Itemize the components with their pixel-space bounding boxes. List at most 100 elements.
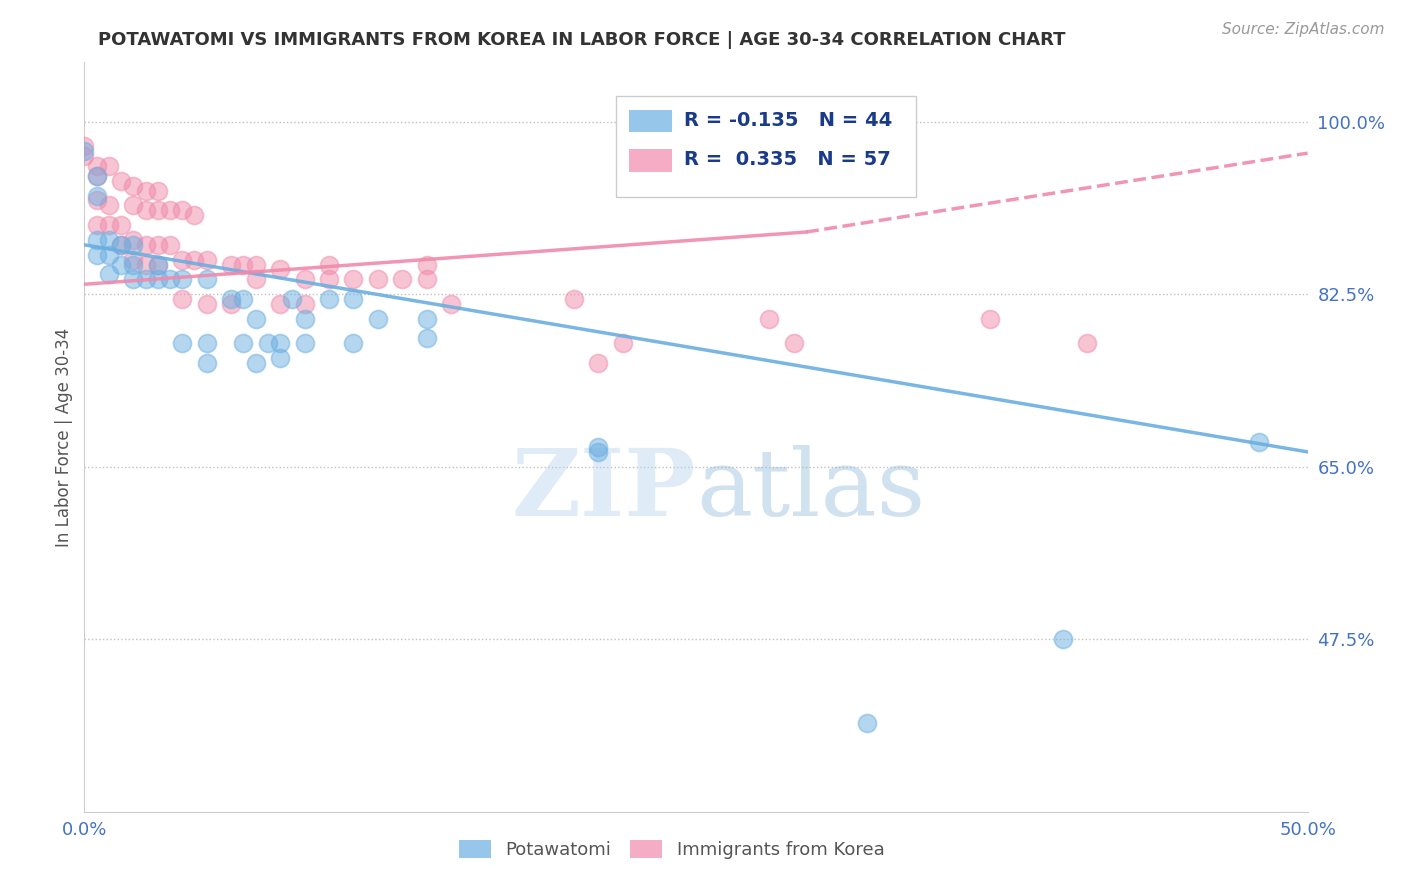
Point bbox=[122, 258, 145, 272]
Point bbox=[232, 292, 254, 306]
Point bbox=[146, 203, 169, 218]
Text: R = -0.135   N = 44: R = -0.135 N = 44 bbox=[683, 111, 891, 129]
Point bbox=[97, 218, 120, 232]
Point bbox=[122, 237, 145, 252]
FancyBboxPatch shape bbox=[628, 149, 672, 172]
Point bbox=[172, 252, 194, 267]
Point bbox=[86, 169, 108, 183]
Point bbox=[86, 233, 108, 247]
Point bbox=[135, 272, 157, 286]
Point bbox=[783, 336, 806, 351]
Point bbox=[110, 174, 132, 188]
Point bbox=[86, 194, 108, 208]
Point bbox=[86, 188, 108, 202]
FancyBboxPatch shape bbox=[628, 110, 672, 132]
Point bbox=[1076, 336, 1098, 351]
Point bbox=[856, 716, 879, 731]
Text: POTAWATOMI VS IMMIGRANTS FROM KOREA IN LABOR FORCE | AGE 30-34 CORRELATION CHART: POTAWATOMI VS IMMIGRANTS FROM KOREA IN L… bbox=[98, 31, 1066, 49]
Point bbox=[391, 272, 413, 286]
Point bbox=[318, 272, 340, 286]
Point bbox=[195, 356, 218, 370]
Point bbox=[172, 203, 194, 218]
Text: ZIP: ZIP bbox=[512, 444, 696, 534]
Point bbox=[416, 331, 439, 345]
Point bbox=[146, 272, 169, 286]
Point bbox=[97, 268, 120, 282]
Point bbox=[257, 336, 280, 351]
Point bbox=[281, 292, 304, 306]
Point bbox=[245, 311, 267, 326]
Point bbox=[110, 237, 132, 252]
Point bbox=[979, 311, 1001, 326]
Point bbox=[416, 272, 439, 286]
Point bbox=[586, 356, 609, 370]
Point bbox=[122, 178, 145, 193]
Point bbox=[1052, 632, 1074, 647]
Point bbox=[219, 297, 242, 311]
Point bbox=[73, 139, 96, 153]
Point bbox=[110, 218, 132, 232]
Point bbox=[294, 311, 316, 326]
Point bbox=[232, 336, 254, 351]
Point bbox=[122, 198, 145, 212]
Point bbox=[219, 292, 242, 306]
Text: R =  0.335   N = 57: R = 0.335 N = 57 bbox=[683, 151, 890, 169]
Y-axis label: In Labor Force | Age 30-34: In Labor Force | Age 30-34 bbox=[55, 327, 73, 547]
Point bbox=[342, 336, 364, 351]
FancyBboxPatch shape bbox=[616, 96, 917, 197]
Point bbox=[269, 297, 291, 311]
Point bbox=[86, 169, 108, 183]
Point bbox=[294, 272, 316, 286]
Point bbox=[172, 336, 194, 351]
Point bbox=[86, 218, 108, 232]
Point bbox=[122, 272, 145, 286]
Point bbox=[73, 149, 96, 163]
Point bbox=[135, 258, 157, 272]
Point bbox=[146, 258, 169, 272]
Point bbox=[232, 258, 254, 272]
Point bbox=[245, 258, 267, 272]
Point bbox=[416, 311, 439, 326]
Legend: Potawatomi, Immigrants from Korea: Potawatomi, Immigrants from Korea bbox=[451, 832, 891, 866]
Point bbox=[183, 208, 205, 222]
Point bbox=[159, 203, 181, 218]
Point bbox=[342, 272, 364, 286]
Point bbox=[269, 336, 291, 351]
Point bbox=[172, 272, 194, 286]
Point bbox=[195, 297, 218, 311]
Point bbox=[135, 203, 157, 218]
Point bbox=[245, 356, 267, 370]
Point bbox=[586, 440, 609, 454]
Point bbox=[97, 248, 120, 262]
Point bbox=[195, 336, 218, 351]
Point bbox=[416, 258, 439, 272]
Point bbox=[183, 252, 205, 267]
Point bbox=[1247, 435, 1270, 450]
Point bbox=[294, 336, 316, 351]
Point bbox=[86, 248, 108, 262]
Point bbox=[758, 311, 780, 326]
Text: Source: ZipAtlas.com: Source: ZipAtlas.com bbox=[1222, 22, 1385, 37]
Point bbox=[269, 262, 291, 277]
Point bbox=[367, 272, 389, 286]
Point bbox=[586, 445, 609, 459]
Point bbox=[172, 292, 194, 306]
Point bbox=[245, 272, 267, 286]
Point bbox=[97, 198, 120, 212]
Point bbox=[562, 292, 585, 306]
Point bbox=[159, 237, 181, 252]
Point bbox=[146, 184, 169, 198]
Point bbox=[318, 292, 340, 306]
Text: atlas: atlas bbox=[696, 444, 925, 534]
Point bbox=[367, 311, 389, 326]
Point bbox=[440, 297, 463, 311]
Point bbox=[135, 237, 157, 252]
Point bbox=[146, 258, 169, 272]
Point bbox=[219, 258, 242, 272]
Point bbox=[135, 184, 157, 198]
Point bbox=[195, 272, 218, 286]
Point bbox=[159, 272, 181, 286]
Point bbox=[342, 292, 364, 306]
Point bbox=[294, 297, 316, 311]
Point bbox=[97, 233, 120, 247]
